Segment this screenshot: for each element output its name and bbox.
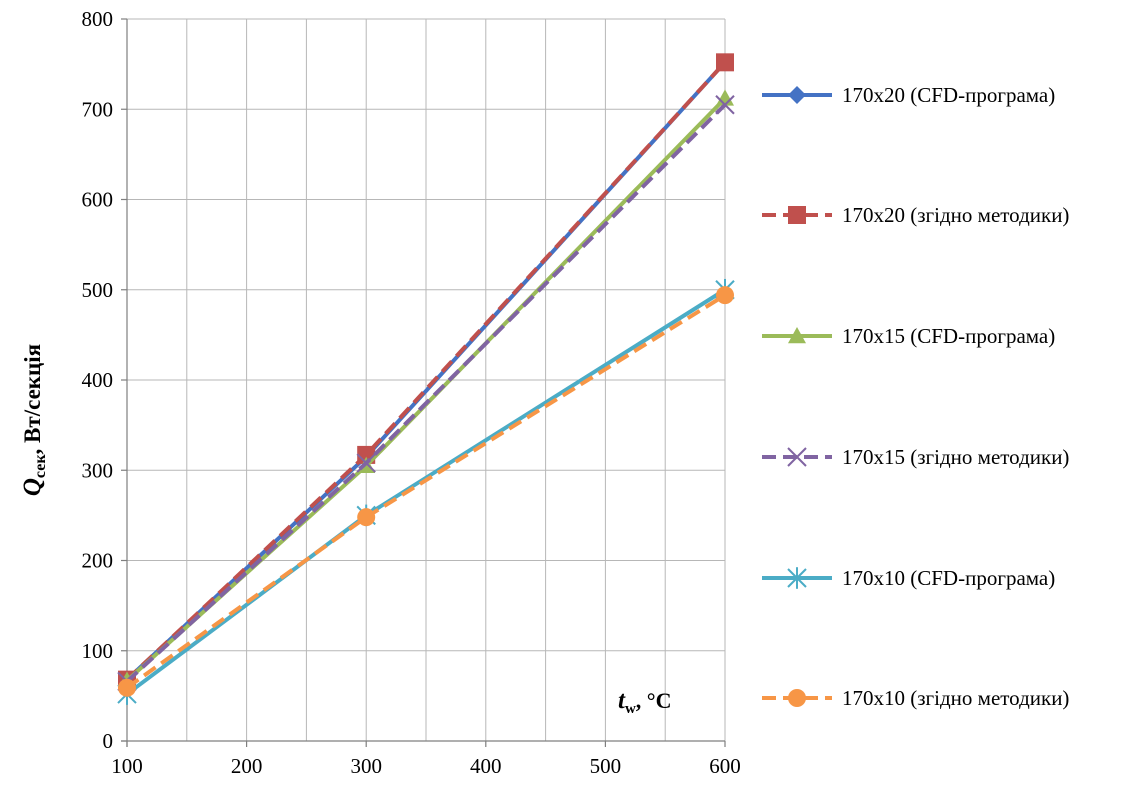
data-point-star bbox=[787, 567, 807, 589]
data-point-circle bbox=[716, 286, 734, 305]
legend-entry: 170x15 (згідно методики) bbox=[762, 445, 1069, 469]
y-axis-label-rest: , Вт/секція bbox=[20, 344, 45, 455]
series-group bbox=[117, 53, 735, 705]
data-point-x bbox=[715, 95, 735, 115]
y-tick-label: 400 bbox=[82, 368, 114, 392]
grid-lines bbox=[126, 18, 726, 742]
data-point-circle bbox=[118, 678, 136, 697]
x-tick-labels: 100 200 300 400 500 600 bbox=[111, 754, 741, 778]
data-point-square bbox=[716, 53, 734, 72]
legend-entry: 170x20 (CFD-програма) bbox=[762, 83, 1055, 107]
y-tick-label: 300 bbox=[82, 458, 114, 482]
y-axis-label-main: Q bbox=[19, 478, 46, 496]
data-point-circle bbox=[788, 689, 806, 707]
legend-label: 170x15 (згідно методики) bbox=[842, 445, 1069, 469]
legend-label: 170x10 (згідно методики) bbox=[842, 686, 1069, 710]
data-point-triangle bbox=[788, 327, 806, 344]
legend-label: 170x10 (CFD-програма) bbox=[842, 566, 1055, 590]
legend-entry: 170x10 (CFD-програма) bbox=[762, 566, 1055, 590]
y-tick-label: 0 bbox=[103, 729, 114, 753]
x-tick-label: 400 bbox=[470, 754, 502, 778]
y-tick-label: 600 bbox=[82, 188, 114, 212]
x-tick-label: 300 bbox=[350, 754, 382, 778]
y-axis-label: Qсек, Вт/секція bbox=[19, 344, 49, 496]
data-point-square bbox=[788, 206, 806, 224]
y-tick-label: 800 bbox=[82, 7, 114, 31]
legend-entry: 170x15 (CFD-програма) bbox=[762, 324, 1055, 348]
data-point-diamond bbox=[788, 86, 806, 104]
y-tick-label: 200 bbox=[82, 549, 114, 573]
x-axis-label-main: t bbox=[618, 687, 626, 714]
legend-label: 170x15 (CFD-програма) bbox=[842, 324, 1055, 348]
x-tick-label: 100 bbox=[111, 754, 143, 778]
y-tick-label: 500 bbox=[82, 278, 114, 302]
x-axis-label-sub: w bbox=[625, 701, 636, 717]
data-point-x bbox=[787, 447, 807, 467]
legend-entry: 170x10 (згідно методики) bbox=[762, 686, 1069, 710]
y-axis-label-sub: сек bbox=[32, 454, 49, 478]
series-6 bbox=[118, 286, 734, 697]
data-point-x bbox=[356, 453, 376, 473]
legend-label: 170x20 (згідно методики) bbox=[842, 203, 1069, 227]
y-tick-labels: 0 100 200 300 400 500 600 700 800 bbox=[82, 7, 114, 753]
legend-entry: 170x20 (згідно методики) bbox=[762, 203, 1069, 227]
x-tick-label: 200 bbox=[231, 754, 263, 778]
data-point-circle bbox=[357, 508, 376, 527]
axes bbox=[121, 18, 726, 747]
series-line bbox=[125, 293, 727, 690]
y-tick-label: 700 bbox=[82, 97, 114, 121]
y-tick-label: 100 bbox=[82, 639, 114, 663]
x-tick-label: 500 bbox=[590, 754, 622, 778]
legend-label: 170x20 (CFD-програма) bbox=[842, 83, 1055, 107]
legend: 170x20 (CFD-програма) 170x20 (згідно мето… bbox=[762, 83, 1069, 710]
x-axis-label-rest: , °C bbox=[636, 688, 672, 713]
x-tick-label: 600 bbox=[709, 754, 741, 778]
x-axis-label: tw, °C bbox=[618, 687, 671, 717]
